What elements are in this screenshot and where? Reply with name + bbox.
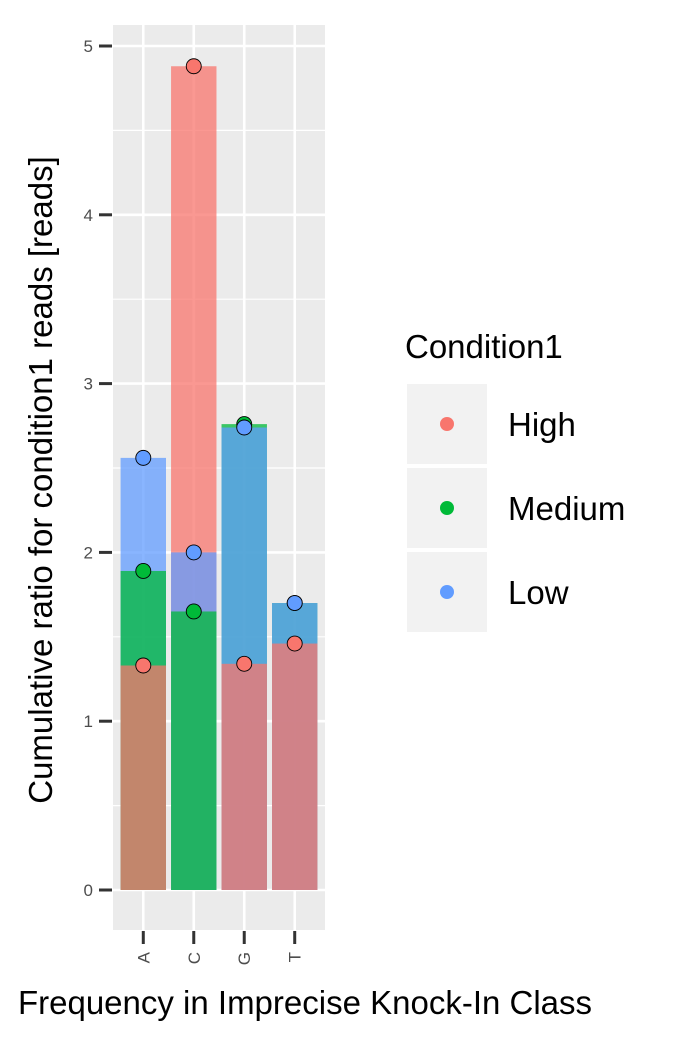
x-tick-label: T — [286, 952, 305, 962]
y-tick-label: 0 — [84, 881, 93, 900]
point-low-A — [135, 449, 152, 466]
point-low-G — [236, 419, 253, 436]
y-tick-label: 4 — [84, 206, 93, 225]
point-high-A — [135, 657, 152, 674]
y-tick-label: 2 — [84, 543, 93, 562]
legend-items: High Medium Low — [407, 384, 625, 632]
legend-label-low: Low — [508, 574, 569, 611]
legend-label-medium: Medium — [508, 490, 625, 527]
legend-label-high: High — [508, 406, 576, 443]
x-axis-title: Frequency in Imprecise Knock-In Class — [18, 984, 592, 1021]
point-low-C — [185, 544, 202, 561]
point-medium-C — [185, 603, 202, 620]
bars — [120, 66, 318, 891]
point-high-C — [185, 58, 202, 75]
bar-medium-C — [171, 611, 217, 890]
y-axis-title: Cumulative ratio for condition1 reads [r… — [22, 156, 59, 804]
points — [135, 58, 303, 674]
legend: Condition1 High Medium Low — [405, 328, 625, 632]
bar-high-T — [272, 643, 318, 890]
x-tick-label: G — [235, 952, 254, 965]
legend-swatch-high — [440, 417, 454, 431]
x-tick-label: C — [185, 952, 204, 964]
bar-high-G — [221, 663, 267, 890]
y-tick-label: 5 — [84, 37, 93, 56]
y-tick-label: 1 — [84, 712, 93, 731]
point-high-G — [236, 655, 253, 672]
axes: 0 1 2 3 4 5 A C G T — [84, 37, 305, 965]
legend-swatch-low — [440, 585, 454, 599]
point-medium-A — [135, 563, 152, 579]
point-low-T — [286, 595, 303, 611]
x-tick-label: A — [134, 951, 153, 963]
bar-high-A — [120, 665, 166, 890]
legend-title: Condition1 — [405, 328, 563, 365]
legend-swatch-medium — [440, 501, 454, 515]
point-high-T — [286, 635, 303, 652]
y-tick-label: 3 — [84, 375, 93, 394]
